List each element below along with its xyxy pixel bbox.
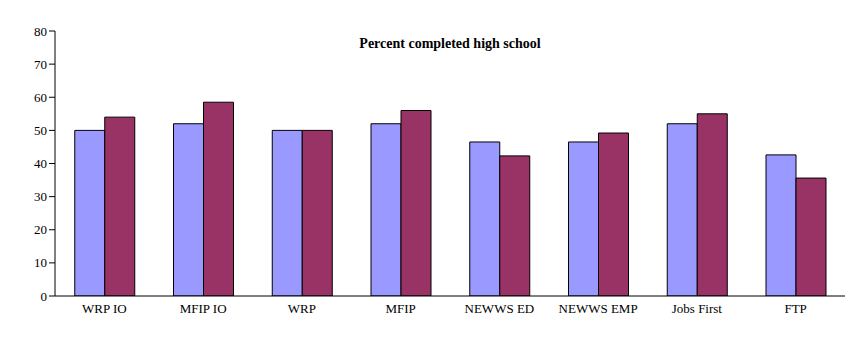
svg-text:WRP IO: WRP IO <box>82 301 127 316</box>
svg-text:MFIP: MFIP <box>385 301 415 316</box>
svg-text:MFIP IO: MFIP IO <box>180 301 227 316</box>
svg-text:NEWWS ED: NEWWS ED <box>465 301 535 316</box>
svg-text:FTP: FTP <box>784 301 806 316</box>
svg-text:80: 80 <box>34 24 47 39</box>
svg-text:70: 70 <box>34 57 47 72</box>
svg-text:40: 40 <box>34 156 47 171</box>
svg-text:10: 10 <box>34 255 47 270</box>
svg-text:WRP: WRP <box>288 301 316 316</box>
svg-text:Jobs First: Jobs First <box>672 301 723 316</box>
svg-text:0: 0 <box>41 289 48 304</box>
html-text:Percent completed high school: Percent completed high school <box>359 36 541 51</box>
svg-text:30: 30 <box>34 189 47 204</box>
svg-text:60: 60 <box>34 90 47 105</box>
svg-text:20: 20 <box>34 222 47 237</box>
svg-text:50: 50 <box>34 123 47 138</box>
svg-text:NEWWS EMP: NEWWS EMP <box>559 301 638 316</box>
